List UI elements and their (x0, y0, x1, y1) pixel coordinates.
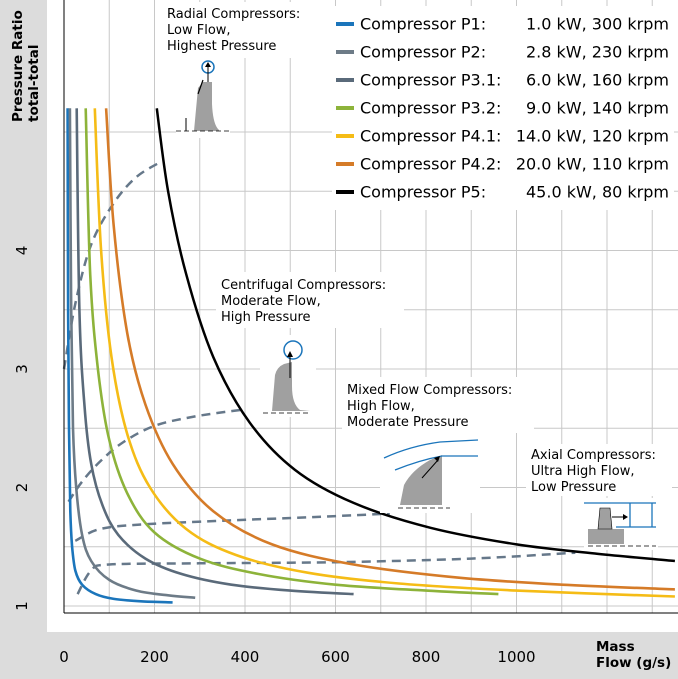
legend-series-spec: 45.0 kW, 80 krpm (526, 183, 669, 202)
legend-series-name: Compressor P1: (360, 15, 486, 34)
series-line-7 (155, 108, 676, 563)
legend-series-spec: 1.0 kW, 300 krpm (526, 15, 669, 34)
legend-series-name: Compressor P5: (360, 183, 486, 202)
legend-series-name: Compressor P2: (360, 43, 486, 62)
mixed-flow-compressor-icon (380, 433, 480, 513)
annotation-line: High Flow, (347, 399, 415, 414)
annotation-line: Centrifugal Compressors: (221, 278, 386, 293)
x-tick-label: 200 (140, 648, 169, 666)
annotation-line: Axial Compressors: (531, 448, 656, 463)
annotation-axial: Axial Compressors: Ultra High Flow, Low … (526, 444, 672, 496)
y-tick-label: 1 (13, 601, 31, 611)
legend-series-spec: 20.0 kW, 110 krpm (516, 155, 669, 174)
legend-series-spec: 14.0 kW, 120 krpm (516, 127, 669, 146)
legend-series-spec: 2.8 kW, 230 krpm (526, 43, 669, 62)
annotation-line: Mixed Flow Compressors: (347, 383, 512, 398)
y-axis-title-line2: total-total (26, 45, 42, 122)
legend-series-name: Compressor P4.2: (360, 155, 501, 174)
x-tick-label: 600 (321, 648, 350, 666)
series-line-1 (66, 108, 173, 604)
annotation-backdrop (526, 444, 672, 496)
annotation-line: Moderate Pressure (347, 415, 468, 430)
annotation-line: Moderate Flow, (221, 294, 321, 309)
series-lines (66, 108, 676, 604)
legend-background (332, 6, 674, 210)
x-axis-title-line2: Flow (g/s) (596, 655, 671, 671)
legend-series-name: Compressor P3.2: (360, 99, 501, 118)
legend-series-spec: 6.0 kW, 160 krpm (526, 71, 669, 90)
annotation-line: Radial Compressors: (167, 7, 300, 22)
x-axis-frame (0, 632, 678, 679)
series-line-2 (68, 108, 196, 599)
axial-compressor-icon (584, 498, 658, 550)
legend-series-name: Compressor P3.1: (360, 71, 501, 90)
y-axis-title-line1: Pressure Ratio (10, 10, 26, 122)
y-tick-labels: 1 2 3 4 (13, 246, 31, 611)
centrifugal-compressor-icon (260, 335, 316, 417)
x-tick-label: 0 (59, 648, 69, 666)
annotation-backdrop (162, 2, 322, 58)
mixed-axial-boundary (74, 512, 390, 542)
x-tick-label: 800 (412, 648, 441, 666)
axial-upper-boundary (76, 551, 576, 595)
x-tick-label: 1000 (497, 648, 535, 666)
annotation-line: Highest Pressure (167, 39, 276, 54)
radial-centrifugal-boundary (62, 160, 162, 370)
legend: Compressor P1: 1.0 kW, 300 krpm Compressor… (332, 6, 674, 210)
regime-boundaries (62, 160, 576, 595)
x-tick-label: 400 (231, 648, 260, 666)
series-line-3 (75, 108, 354, 596)
centrifugal-mixed-boundary (67, 408, 246, 503)
annotation-backdrop (216, 272, 404, 328)
series-line-5 (93, 108, 675, 598)
y-tick-label: 3 (13, 364, 31, 374)
annotation-line: Ultra High Flow, (531, 464, 635, 479)
legend-series-spec: 9.0 kW, 140 krpm (526, 99, 669, 118)
annotation-centrifugal: Centrifugal Compressors: Moderate Flow, … (216, 272, 404, 328)
x-tick-labels: 0 200 400 600 800 1000 (59, 648, 535, 666)
y-tick-label: 4 (13, 246, 31, 256)
legend-series-name: Compressor P4.1: (360, 127, 501, 146)
series-line-4 (84, 108, 499, 596)
annotation-line: Low Pressure (531, 480, 616, 495)
y-axis-frame (0, 0, 47, 679)
x-axis-title-line1: Mass (596, 639, 635, 655)
annotation-line: High Pressure (221, 310, 311, 325)
radial-compressor-icon (176, 56, 230, 138)
annotation-radial: Radial Compressors: Low Flow, Highest Pr… (162, 2, 322, 58)
annotation-mixed: Mixed Flow Compressors: High Flow, Moder… (342, 377, 534, 433)
annotation-line: Low Flow, (167, 23, 231, 38)
annotation-backdrop (342, 377, 534, 433)
series-line-6 (104, 108, 675, 591)
y-tick-label: 2 (13, 483, 31, 493)
